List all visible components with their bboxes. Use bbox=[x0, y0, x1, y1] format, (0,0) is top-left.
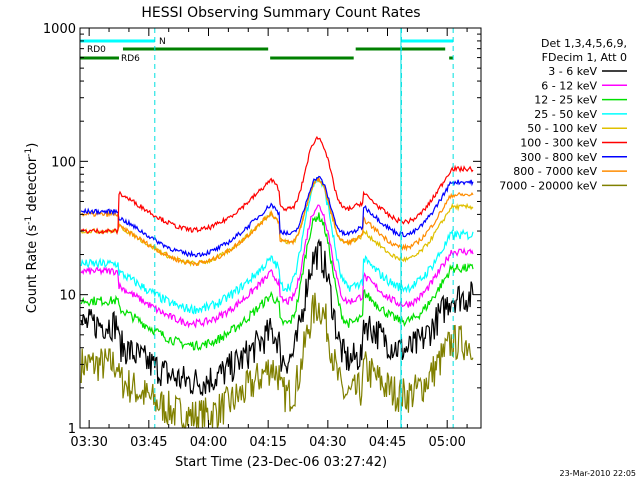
x-tick-label: 05:00 bbox=[428, 435, 465, 450]
x-tick-label: 03:30 bbox=[70, 435, 107, 450]
legend-header-line: FDecim 1, Att 0 bbox=[542, 51, 627, 64]
legend-entry-label: 12 - 25 keV bbox=[534, 94, 597, 107]
series-trace-3 bbox=[80, 176, 474, 315]
footer-date: 23-Mar-2010 22:05 bbox=[560, 469, 637, 478]
x-axis-ticks: 03:30 03:45 04:00 04:15 04:30 04:45 05:00 bbox=[70, 28, 468, 450]
y-label-sup2: -1 bbox=[24, 148, 34, 157]
x-tick-label: 04:15 bbox=[249, 435, 286, 450]
y-tick-label: 10 bbox=[59, 289, 76, 304]
y-tick-label: 1 bbox=[68, 422, 76, 437]
flag-label-rd6: RD6 bbox=[121, 54, 140, 64]
legend-entry-label: 25 - 50 keV bbox=[534, 108, 597, 121]
x-tick-label: 04:00 bbox=[190, 435, 227, 450]
series-trace-5 bbox=[80, 135, 474, 236]
series-trace-0 bbox=[80, 238, 474, 396]
y-axis-label: Count Rate (s-1 detector-1) bbox=[24, 143, 40, 314]
series-trace-7 bbox=[80, 176, 474, 267]
plot-frame bbox=[79, 27, 482, 429]
chart-title: HESSI Observing Summary Count Rates bbox=[141, 5, 420, 21]
series-trace-8 bbox=[80, 292, 474, 429]
x-tick-label: 03:45 bbox=[130, 435, 167, 450]
y-tick-label: 1000 bbox=[43, 22, 76, 37]
x-axis-label: Start Time (23-Dec-06 03:27:42) bbox=[175, 455, 387, 470]
legend-header-line: Det 1,3,4,5,6,9, bbox=[541, 37, 627, 50]
y-tick-label: 100 bbox=[51, 155, 76, 170]
flag-bars: N RD0 RD6 bbox=[80, 37, 454, 64]
y-label-main: Count Rate (s bbox=[25, 225, 40, 314]
legend: Det 1,3,4,5,6,9,FDecim 1, Att 03 - 6 keV… bbox=[499, 37, 627, 192]
y-label-end: ) bbox=[25, 143, 40, 148]
x-tick-label: 04:45 bbox=[369, 435, 406, 450]
legend-entry-label: 100 - 300 keV bbox=[520, 137, 597, 150]
series-traces bbox=[80, 135, 474, 429]
legend-entry-label: 6 - 12 keV bbox=[541, 79, 597, 92]
legend-entry-label: 3 - 6 keV bbox=[548, 65, 597, 78]
legend-entry-label: 7000 - 20000 keV bbox=[499, 179, 597, 192]
y-axis-ticks: 1 10 100 1000 bbox=[43, 22, 481, 437]
flag-label-rd0: RD0 bbox=[87, 45, 106, 55]
legend-entry-label: 800 - 7000 keV bbox=[513, 165, 597, 178]
y-label-sup1: -1 bbox=[24, 216, 34, 225]
y-label-mid: detector bbox=[25, 156, 40, 216]
legend-entry-label: 50 - 100 keV bbox=[527, 122, 597, 135]
night-markers bbox=[154, 28, 454, 428]
series-trace-2 bbox=[80, 212, 474, 352]
series-trace-6 bbox=[80, 175, 474, 258]
flag-label-n: N bbox=[159, 37, 166, 47]
x-tick-label: 04:30 bbox=[309, 435, 346, 450]
legend-entry-label: 300 - 800 keV bbox=[520, 151, 597, 164]
series-trace-4 bbox=[80, 177, 474, 267]
series-trace-1 bbox=[80, 204, 474, 329]
